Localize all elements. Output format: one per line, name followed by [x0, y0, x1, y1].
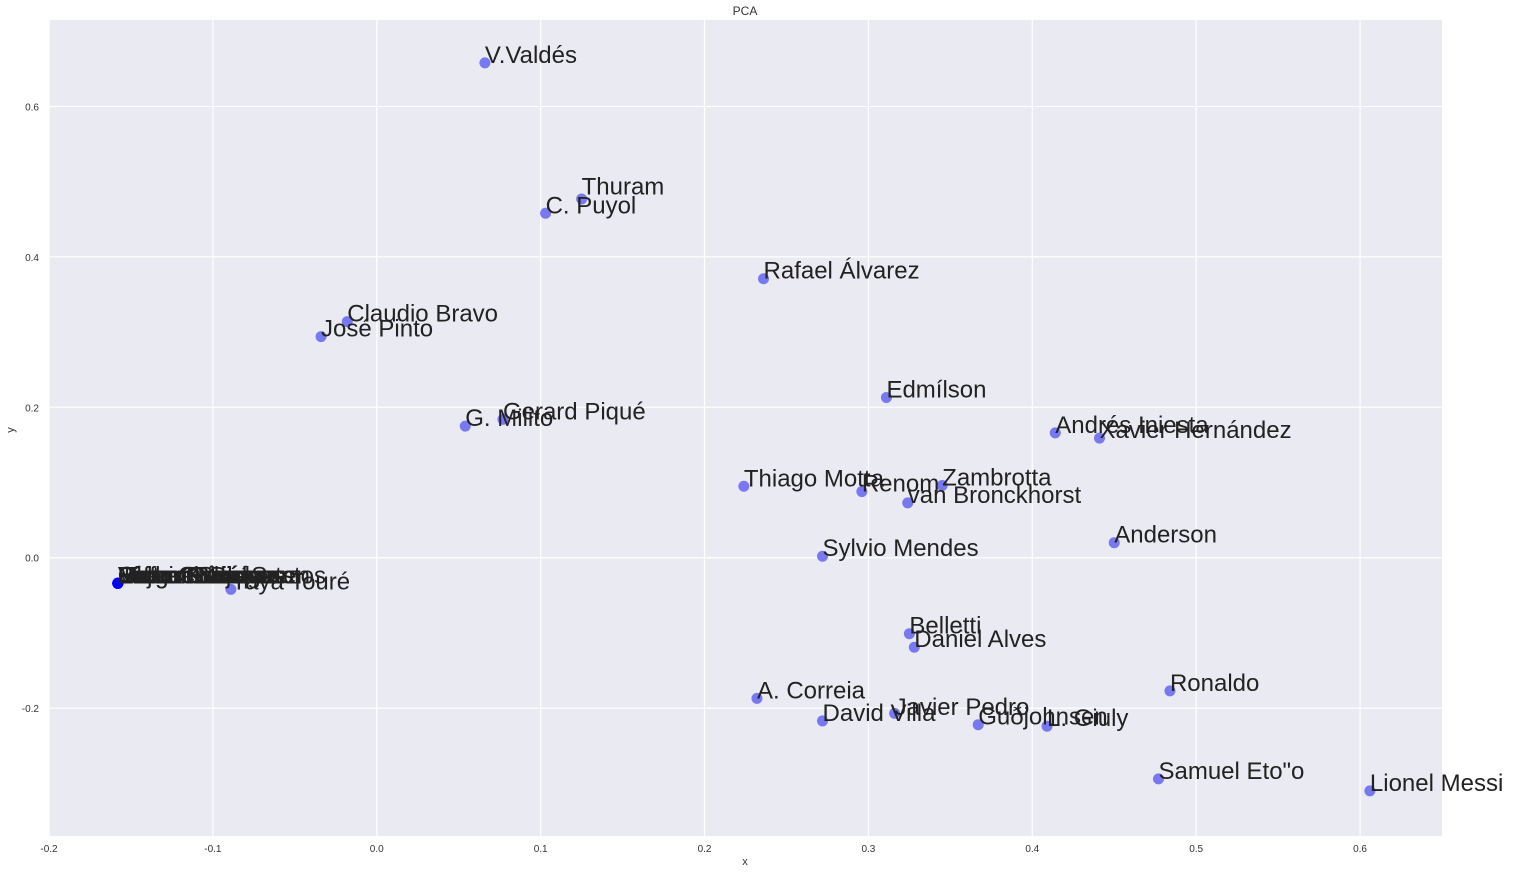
x-tick-label: -0.2 — [40, 844, 58, 855]
point-label: Giovani dos Santos — [118, 562, 326, 589]
point-label: Eidur Gudjohnsen — [118, 562, 310, 589]
point-label: Rafael Álvarez — [764, 258, 920, 285]
data-point — [817, 550, 829, 562]
data-point — [889, 707, 901, 719]
data-point — [751, 692, 763, 704]
point-label: Bojan Krkić — [118, 562, 239, 589]
point-label: Javier Pedro — [895, 694, 1030, 721]
point-label: G. Milito — [465, 405, 553, 432]
point-label: Lionel Messi — [1370, 770, 1503, 797]
point-label: Ronaldo — [1170, 670, 1259, 697]
point-label: Zambrotta — [942, 465, 1052, 492]
data-point — [1093, 432, 1105, 444]
x-tick-labels: -0.2 -0.1 0.0 0.1 0.2 0.3 0.4 0.5 0.6 — [40, 844, 1367, 855]
data-point — [315, 331, 327, 343]
x-tick-label: 0.5 — [1189, 844, 1203, 855]
point-label: Edmílson — [886, 377, 986, 404]
point-label: Oleguer Presas — [118, 562, 285, 589]
y-tick-label: 0.6 — [25, 102, 39, 113]
data-point — [936, 480, 948, 492]
data-point — [1164, 685, 1176, 697]
point-label: Andrés Iniesta — [1055, 412, 1209, 439]
y-tick-labels: -0.2 0.0 0.2 0.4 0.6 — [22, 102, 40, 715]
point-label: Anderson — [1114, 522, 1217, 549]
point-label: Marc Crosas — [118, 562, 254, 589]
point-label: Claudio Bravo — [347, 301, 498, 328]
point-label: C. Puyol — [546, 192, 637, 219]
x-axis-label: x — [742, 856, 748, 868]
data-point — [908, 641, 920, 653]
point-label: Gerard Piqué — [503, 398, 646, 425]
data-point — [903, 628, 915, 640]
data-point — [112, 577, 124, 589]
data-point — [902, 497, 914, 509]
chart-title: PCA — [733, 4, 758, 18]
data-point — [817, 715, 829, 727]
data-point — [1108, 537, 1120, 549]
data-point — [1049, 427, 1061, 439]
point-label: V.Valdés — [485, 42, 577, 69]
point-label: Víctor Sánchez — [118, 562, 281, 589]
y-tick-label: 0.2 — [25, 403, 39, 414]
point-label: A. Correia — [757, 677, 866, 704]
data-point — [856, 486, 868, 498]
y-tick-label: 0.0 — [25, 554, 39, 565]
data-point — [758, 273, 770, 285]
point-label: Jeffren Suárez — [118, 562, 274, 589]
point-label: Thuram — [582, 173, 665, 200]
data-points — [112, 57, 1376, 797]
x-tick-label: 0.0 — [370, 844, 384, 855]
x-tick-label: 0.6 — [1353, 844, 1367, 855]
y-tick-label: -0.2 — [22, 704, 40, 715]
point-label: Pedro Rodríguez — [118, 562, 299, 589]
point-label: Sylvio Mendes — [823, 535, 979, 562]
point-label: José Pinto — [321, 316, 433, 343]
point-label: Guðjohnsen — [978, 704, 1107, 731]
point-label: Yaya Touré — [231, 568, 350, 595]
grid-lines — [48, 20, 1442, 836]
point-label: Sergio Busquets — [118, 562, 294, 589]
data-point — [738, 480, 750, 492]
x-tick-label: 0.1 — [534, 844, 548, 855]
data-point — [972, 719, 984, 731]
data-point — [1364, 785, 1376, 797]
data-point — [1041, 720, 1053, 732]
y-axis-label: y — [5, 427, 17, 433]
point-label: David Villa — [823, 700, 937, 727]
point-label: Daniel Alves — [914, 626, 1046, 653]
point-label: Xavier Hernández — [1099, 417, 1291, 444]
data-point — [225, 583, 237, 595]
data-point — [459, 420, 471, 432]
point-label: L. Giuly — [1047, 705, 1128, 732]
data-point — [497, 413, 509, 425]
x-tick-label: 0.2 — [698, 844, 712, 855]
point-label: Samuel Eto"o — [1158, 758, 1304, 785]
data-point — [1152, 773, 1164, 785]
plot-background — [49, 20, 1442, 836]
data-point — [576, 193, 588, 205]
data-point — [341, 316, 353, 328]
point-label: Belletti — [909, 613, 981, 640]
data-point — [540, 207, 552, 219]
data-point — [880, 392, 892, 404]
y-tick-label: 0.4 — [25, 253, 39, 264]
x-tick-label: 0.3 — [861, 844, 875, 855]
point-label: van Bronckhorst — [908, 482, 1082, 509]
data-point — [479, 57, 491, 69]
x-tick-label: 0.4 — [1025, 844, 1039, 855]
point-label: Renom — [862, 471, 939, 498]
point-label: Thiago Motta — [744, 465, 885, 492]
x-tick-label: -0.1 — [204, 844, 222, 855]
